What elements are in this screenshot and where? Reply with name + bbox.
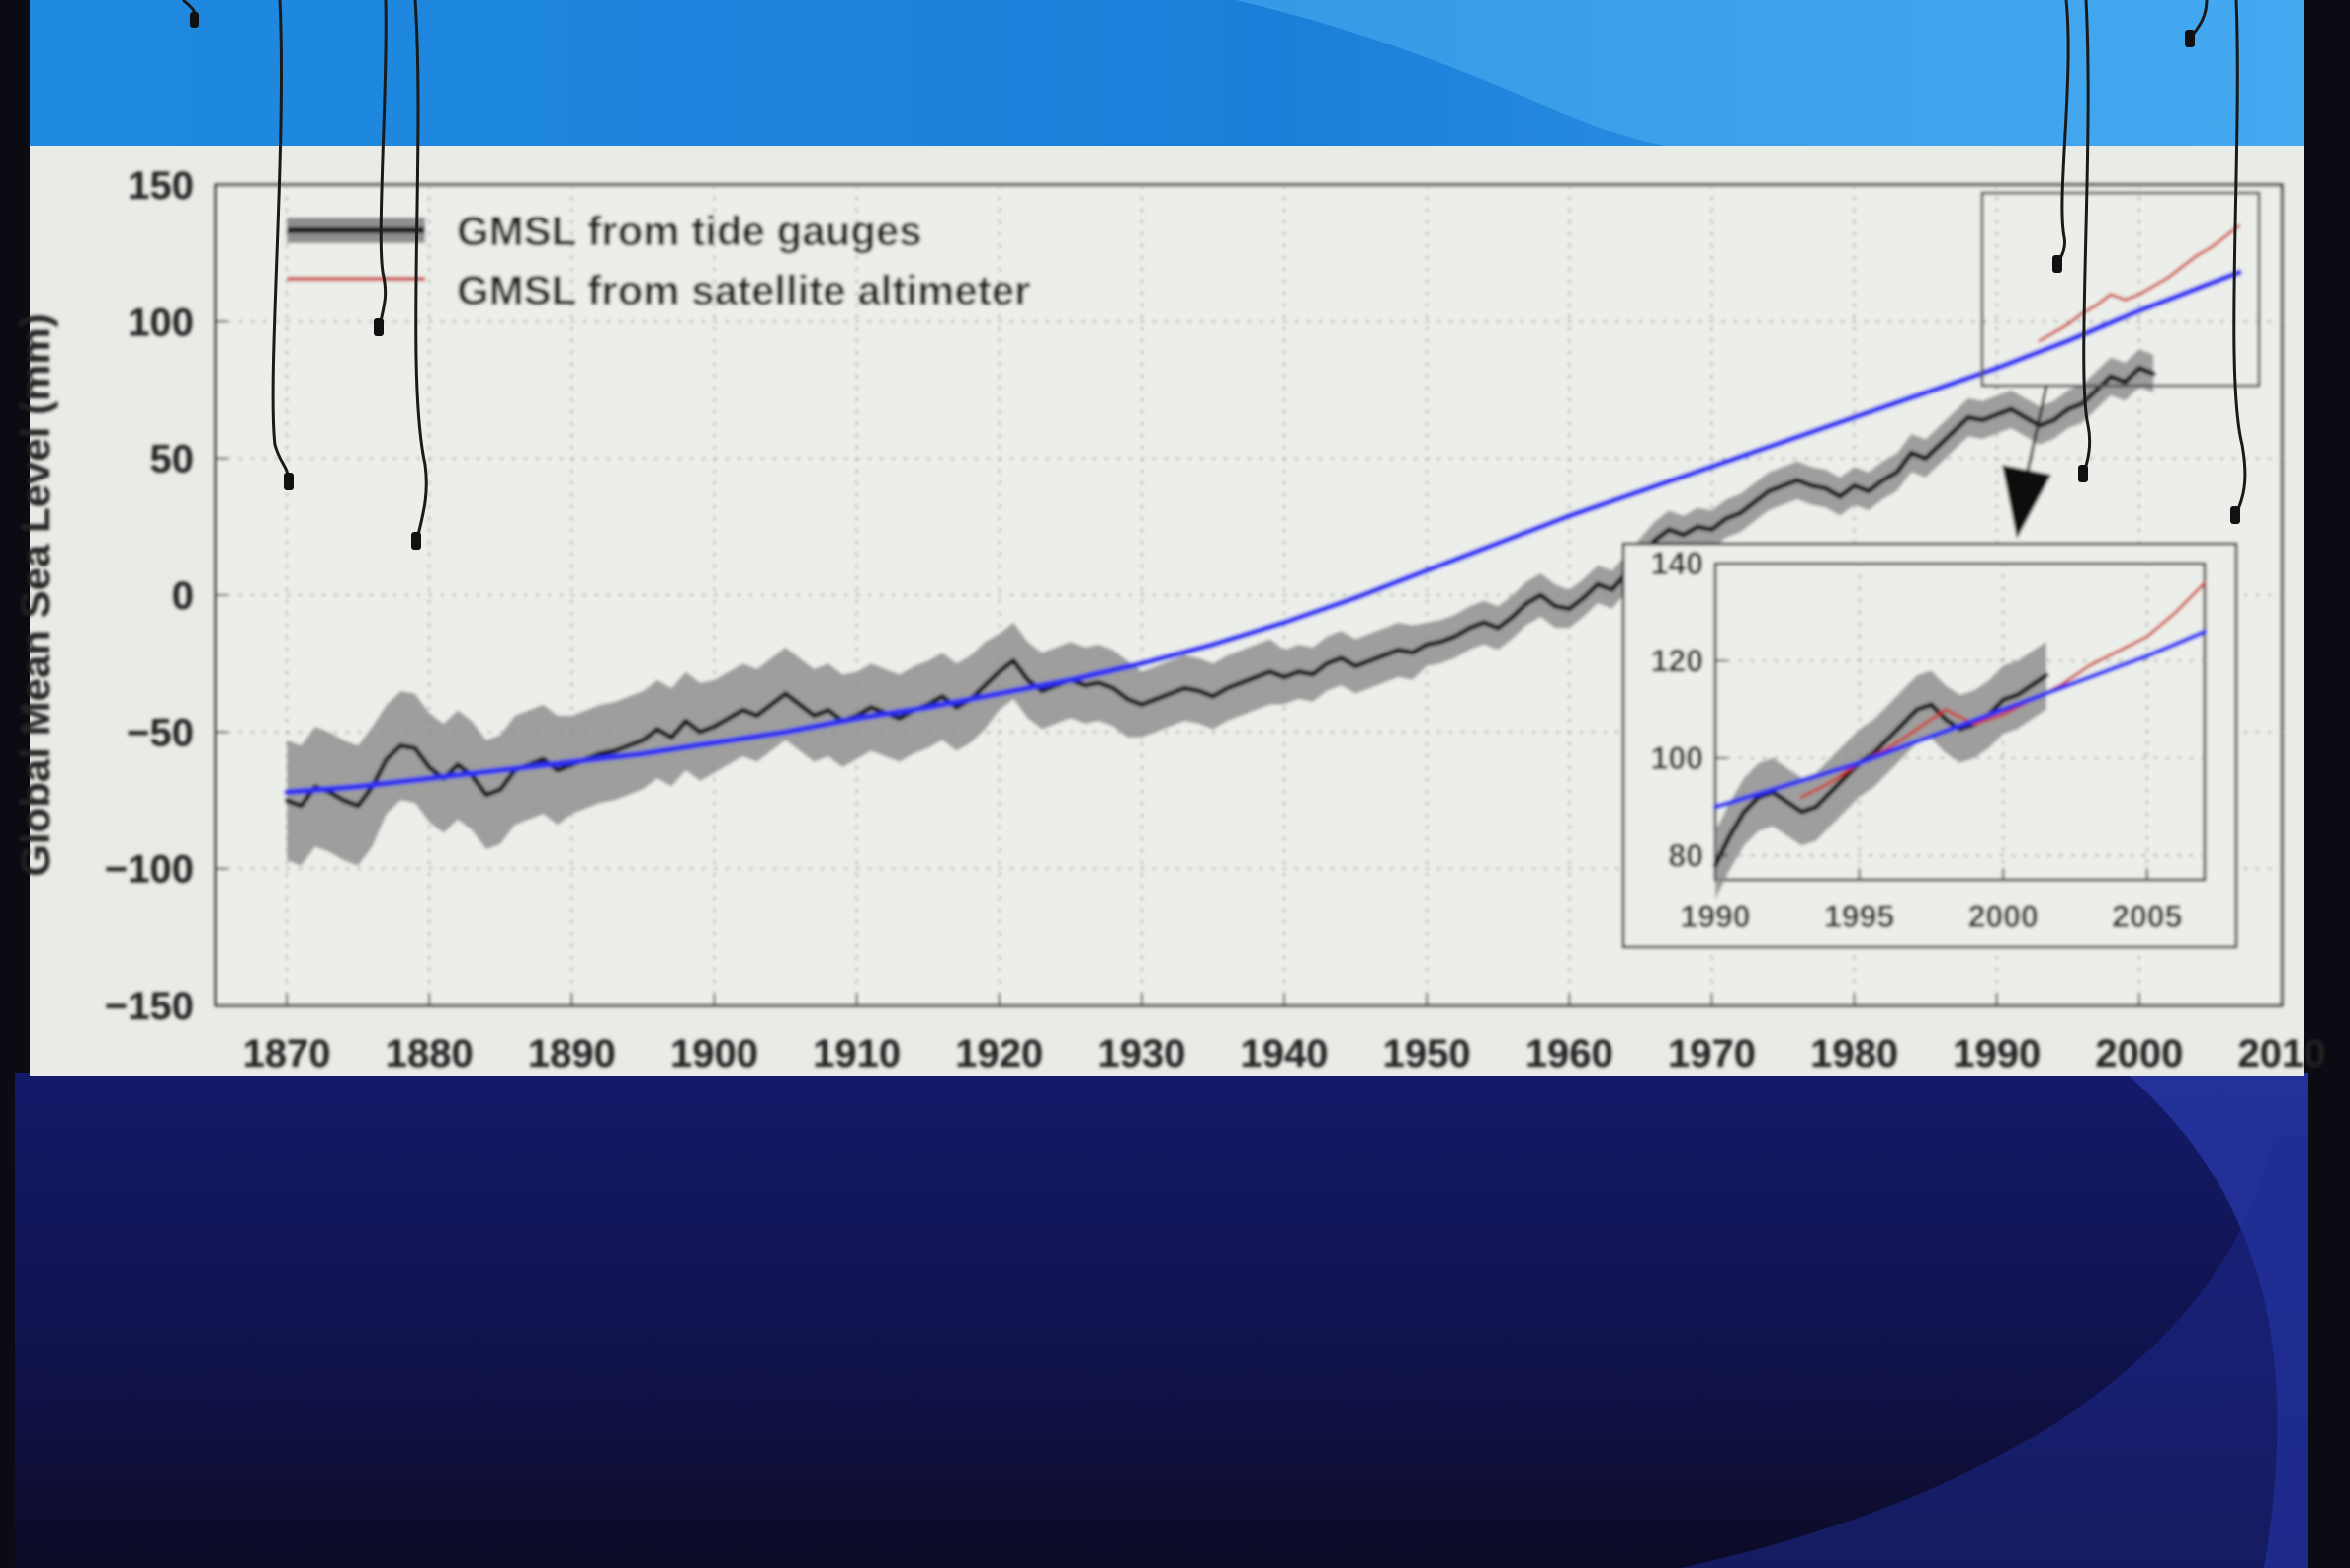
main-x-tick-label-1970: 1970 [1668,1032,1756,1076]
main-y-tick-label--150: −150 [105,985,194,1028]
inset-tick-labels: 1990 1995 2000 2005 140 120 100 80 [1651,546,2183,934]
main-x-tick-label-1980: 1980 [1810,1032,1898,1076]
mic-4 [411,532,421,550]
cable-3 [378,0,388,327]
main-x-tick-label-1890: 1890 [528,1032,616,1076]
main-series-gmsl-from-tide-gauges [284,365,2156,809]
mic-2 [284,473,294,490]
mic-6 [2078,465,2088,482]
legend-label-tide-gauges: GMSL from tide gauges [457,208,922,254]
y-axis-title: Global Mean Sea Level (mm) [12,313,58,877]
inset-tide-gauge-uncertainty-band [1715,641,2046,900]
hanging-microphone-cables [182,0,2247,540]
cable-8 [2232,0,2247,515]
main-y-tick-label-50: 50 [150,438,195,481]
cable-5 [2056,0,2070,263]
inset-band-gmsl-from-tide-gauges [1715,641,2046,900]
inset-x-tick-label-2005: 2005 [2112,899,2182,934]
inset-series-fitted-trend [1712,629,2208,810]
mic-1 [190,12,199,28]
main-series-gmsl-from-satellite-altimeter [2038,224,2241,343]
inset-series-lines [1712,581,2208,868]
main-y-tick-label-0: 0 [172,574,194,618]
main-x-tick-label-1880: 1880 [386,1032,474,1076]
inset-y-tick-label-120: 120 [1651,644,1703,679]
main-series-lines [284,224,2242,809]
main-x-tick-label-1990: 1990 [1953,1032,2041,1076]
cable-4 [413,0,428,540]
cable-6 [2082,0,2092,474]
slide-bottom-swoosh-2 [1681,1137,2308,1568]
main-x-tick-label-1950: 1950 [1383,1032,1471,1076]
main-tick-labels: 1870 1880 1890 1900 1910 1920 1930 1940 1950 1960… [105,164,2326,1076]
inset-grid [1715,564,2205,880]
main-x-tick-label-1920: 1920 [955,1032,1043,1076]
slide-top-swoosh [1236,0,2304,148]
inset-x-tick-label-1995: 1995 [1824,899,1894,934]
cable-2 [271,0,291,480]
zoom-region-box [1980,191,2261,388]
inset-y-tick-label-100: 100 [1651,740,1703,776]
inset-y-tick-label-80: 80 [1668,838,1703,874]
mic-7 [2185,30,2195,47]
main-y-tick-label-100: 100 [128,301,194,344]
zoom-arrow-head [2002,465,2051,539]
main-x-tick-label-1930: 1930 [1097,1032,1185,1076]
inset-y-tick-label-140: 140 [1651,546,1703,581]
mic-5 [2052,255,2062,273]
inset-x-tick-label-2000: 2000 [1968,899,2039,934]
main-y-tick-label-150: 150 [128,164,194,208]
microphone-heads [190,12,2240,550]
mic-8 [2230,506,2240,524]
inset-plot: 1990 1995 2000 2005 140 120 100 80 [1621,542,2238,949]
main-series-fitted-trend [284,269,2242,796]
main-x-tick-label-1960: 1960 [1525,1032,1613,1076]
main-y-tick-label--50: −50 [127,711,194,754]
main-plot: 1870 1880 1890 1900 1910 1920 1930 1940 1950 1960… [12,164,2325,1076]
legend-label-satellite: GMSL from satellite altimeter [457,267,1030,313]
main-x-tick-label-1940: 1940 [1241,1032,1329,1076]
main-x-tick-label-1900: 1900 [670,1032,758,1076]
main-y-tick-label--100: −100 [105,848,194,892]
legend: GMSL from tide gauges GMSL from satellit… [287,208,1030,313]
main-x-tick-label-1870: 1870 [243,1032,331,1076]
slide-bottom-band [15,1073,2308,1568]
main-x-tick-label-2000: 2000 [2095,1032,2183,1076]
zoom-arrow-shaft [2023,385,2048,485]
main-x-tick-label-2010: 2010 [2238,1032,2326,1076]
mic-3 [374,318,384,336]
main-x-tick-label-1910: 1910 [813,1032,901,1076]
inset-x-tick-label-1990: 1990 [1680,899,1750,934]
